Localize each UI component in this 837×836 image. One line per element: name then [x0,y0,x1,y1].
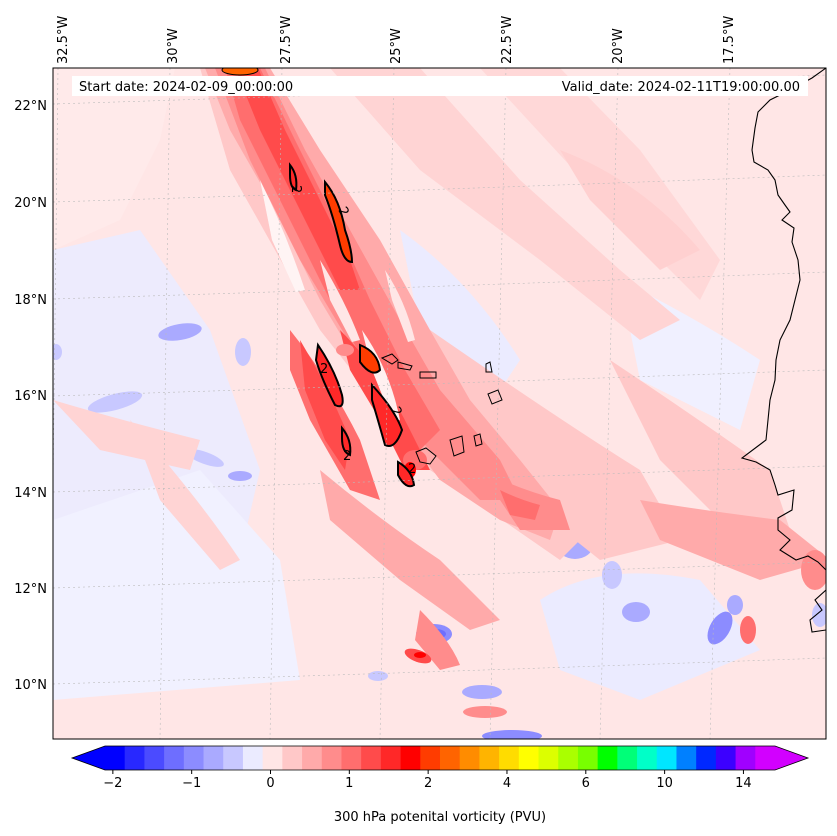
african-coastline [740,68,826,633]
colorbar-under-arrow [72,746,105,770]
lat-label: 20°N [14,196,47,211]
lon-label: 25°W [389,28,404,64]
colorbar-cell [617,746,638,770]
gridlines [53,68,826,739]
colorbar-cell [755,746,776,770]
colorbar-over-arrow [775,746,808,770]
colorbar-cell [440,746,461,770]
valid-date-text: Valid_date: 2024-02-11T19:00:00.00 [562,80,800,95]
pv-2-contours [289,162,416,488]
colorbar-cell [223,746,244,770]
colorbar-tick-label: 10 [656,776,673,791]
contour-label: 2 [320,362,328,377]
colorbar-cell [715,746,737,770]
colorbar-tick-label: 14 [735,776,752,791]
cape-verde-islands [380,353,503,465]
map-panel: 2 2 2 2 2 2 [53,68,826,739]
colorbar-cell [420,746,441,770]
colorbar-cell [499,746,520,770]
colorbar-cell [242,746,264,770]
colorbar-cell [696,746,717,770]
colorbar-title: 300 hPa potenital vorticity (PVU) [334,810,546,825]
lat-label: 18°N [14,293,47,308]
colorbar-cell [735,746,756,770]
info-box [72,76,808,96]
colorbar-tick-label: 1 [345,776,353,791]
contour-label: 2 [288,185,303,193]
colorbar-cell [577,746,599,770]
colorbar-cell [459,746,480,770]
colorbar: −2 −1 0 1 2 4 6 10 14 300 hPa potenital vorticit… [70,745,810,825]
colorbar-cell [637,746,658,770]
longitude-labels: 32.5°W 30°W 27.5°W 25°W 22.5°W 20°W 17.5… [56,16,737,64]
colorbar-tick-label: 4 [503,776,511,791]
colorbar-cell [144,746,165,770]
lat-label: 10°N [14,678,47,693]
colorbar-tick-label: 6 [582,776,590,791]
lat-label: 22°N [14,99,47,114]
contour-label: 2 [408,462,416,477]
colorbar-cell [321,746,342,770]
lon-label: 27.5°W [279,16,294,64]
colorbar-cell [361,746,382,770]
colorbar-cell [124,746,145,770]
start-date-text: Start date: 2024-02-09_00:00:00 [79,80,293,95]
colorbar-cell [656,746,677,770]
colorbar-tick-label: 0 [266,776,274,791]
pv-max-blob [221,68,259,76]
lat-label: 12°N [14,582,47,597]
lat-label: 14°N [14,486,47,501]
colorbar-cells [105,746,776,770]
lon-label: 17.5°W [722,16,737,64]
lon-label: 32.5°W [56,16,71,64]
colorbar-cell [164,746,185,770]
map-frame [52,67,827,740]
colorbar-cell [558,746,579,770]
latitude-labels: 22°N 20°N 18°N 16°N 14°N 12°N 10°N [14,99,47,693]
colorbar-cell [538,746,559,770]
colorbar-cell [105,746,126,770]
colorbar-cell [676,746,697,770]
colorbar-cell [518,746,540,770]
colorbar-cell [183,746,205,770]
colorbar-cell [380,746,402,770]
colorbar-cell [302,746,323,770]
colorbar-cell [282,746,303,770]
lat-label: 16°N [14,389,47,404]
lon-label: 20°W [611,28,626,64]
colorbar-cell [262,746,283,770]
colorbar-cell [203,746,224,770]
colorbar-ticks: −2 −1 0 1 2 4 6 10 14 [103,770,752,791]
colorbar-tick-label: −1 [182,776,201,791]
colorbar-cell [400,746,421,770]
colorbar-tick-label: 2 [424,776,432,791]
lon-label: 30°W [166,28,181,64]
colorbar-cell [597,746,618,770]
colorbar-outline [70,745,810,771]
colorbar-tick-label: −2 [103,776,122,791]
colorbar-cell [479,746,500,770]
contour-label: 2 [343,449,351,464]
lon-label: 22.5°W [500,16,515,64]
colorbar-cell [341,746,362,770]
